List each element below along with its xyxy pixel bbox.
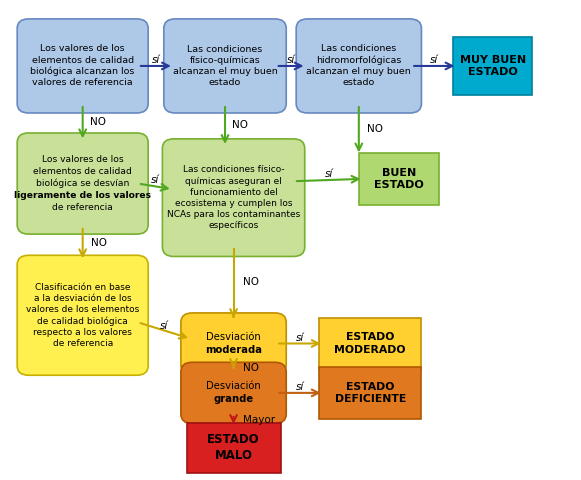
Text: MUY BUEN
ESTADO: MUY BUEN ESTADO <box>460 55 526 77</box>
Text: sí: sí <box>296 382 304 392</box>
Text: sí: sí <box>296 333 304 343</box>
Text: Desviación: Desviación <box>206 381 261 391</box>
Text: Las condiciones físico-
químicas aseguran el
funcionamiento del
ecosistema y cum: Las condiciones físico- químicas asegura… <box>167 166 300 230</box>
Text: Mayor: Mayor <box>243 415 275 425</box>
Text: moderada: moderada <box>205 345 262 355</box>
Text: sí: sí <box>160 321 168 331</box>
FancyBboxPatch shape <box>17 255 148 375</box>
Text: elementos de calidad: elementos de calidad <box>33 167 132 176</box>
Text: NO: NO <box>90 118 106 127</box>
Text: ligeramente de los valores: ligeramente de los valores <box>14 191 151 200</box>
Text: NO: NO <box>243 277 259 288</box>
FancyBboxPatch shape <box>17 133 148 234</box>
FancyBboxPatch shape <box>319 367 421 419</box>
Text: Los valores de los: Los valores de los <box>42 155 124 164</box>
Text: Las condiciones
hidromorfológicas
alcanzan el muy buen
estado: Las condiciones hidromorfológicas alcanz… <box>306 45 411 87</box>
Text: biológica se desvían: biológica se desvían <box>36 179 130 188</box>
Text: sí: sí <box>152 55 160 65</box>
FancyBboxPatch shape <box>319 318 421 370</box>
Text: de referencia: de referencia <box>52 204 113 212</box>
Text: NO: NO <box>367 123 383 133</box>
FancyBboxPatch shape <box>181 362 286 423</box>
Text: Los valores de los
elementos de calidad
biológica alcanzan los
valores de refere: Los valores de los elementos de calidad … <box>30 45 135 87</box>
Text: sí: sí <box>325 168 333 179</box>
Text: ESTADO
MALO: ESTADO MALO <box>207 433 260 462</box>
Text: sí: sí <box>430 55 438 65</box>
Text: BUEN
ESTADO: BUEN ESTADO <box>374 168 424 190</box>
FancyBboxPatch shape <box>163 139 305 256</box>
FancyBboxPatch shape <box>359 153 439 205</box>
Text: grande: grande <box>213 395 254 405</box>
Text: NO: NO <box>243 363 259 373</box>
Text: sí: sí <box>287 55 295 65</box>
Text: NO: NO <box>232 120 249 130</box>
FancyBboxPatch shape <box>181 313 286 374</box>
FancyBboxPatch shape <box>296 19 421 113</box>
FancyBboxPatch shape <box>453 36 532 96</box>
FancyBboxPatch shape <box>164 19 286 113</box>
Text: Clasificación en base
a la desviación de los
valores de los elementos
de calidad: Clasificación en base a la desviación de… <box>26 283 139 348</box>
Text: ESTADO
MODERADO: ESTADO MODERADO <box>335 332 406 355</box>
Text: ESTADO
DEFICIENTE: ESTADO DEFICIENTE <box>335 382 406 404</box>
Text: Desviación: Desviación <box>206 332 261 342</box>
Text: Las condiciones
físico-químicas
alcanzan el muy buen
estado: Las condiciones físico-químicas alcanzan… <box>173 45 277 87</box>
Text: NO: NO <box>91 238 107 248</box>
Text: sí: sí <box>151 175 159 185</box>
FancyBboxPatch shape <box>17 19 148 113</box>
FancyBboxPatch shape <box>187 423 281 473</box>
